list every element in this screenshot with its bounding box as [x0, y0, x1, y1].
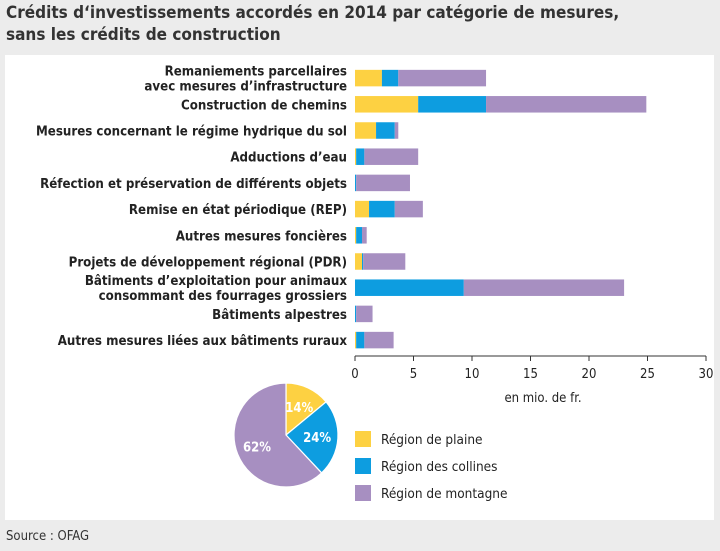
- bar-4-series-1: [355, 148, 357, 165]
- bar-2-series-3: [486, 96, 647, 113]
- bar-6-series-1: [355, 200, 370, 218]
- x-tick-label-3: 10: [465, 367, 480, 382]
- pie-slice-label-3: 62%: [243, 440, 271, 455]
- pie-slice-2: [285, 401, 339, 474]
- legend-label-1: Région de plaine: [381, 432, 483, 448]
- category-label-9-line-2: consommant des fourrages grossiers: [99, 289, 347, 304]
- x-tick-label-1: 0: [351, 367, 358, 382]
- bar-2-series-1: [355, 96, 419, 113]
- x-tick-label-5: 20: [582, 367, 597, 382]
- bar-11-series-1: [355, 331, 357, 349]
- bar-7-series-1: [355, 227, 357, 244]
- x-axis-label: en mio. de fr.: [504, 391, 581, 406]
- pie-chart: 14% 24% 62%: [233, 382, 339, 488]
- bar-11-series-3: [364, 331, 394, 349]
- bar-6-series-2: [369, 200, 395, 218]
- bar-9-series-2: [355, 279, 464, 296]
- bar-2-series-2: [418, 96, 487, 113]
- category-label-1-line-2: avec mesures d’infrastructure: [144, 80, 347, 95]
- bar-group: [355, 69, 647, 349]
- bar-1-series-1: [355, 69, 382, 87]
- chart-title: Crédits d‘investissements accordés en 20…: [6, 2, 706, 46]
- chart-title-line-1: Crédits d‘investissements accordés en 20…: [6, 3, 620, 23]
- category-label-10: Bâtiments alpestres: [212, 307, 347, 323]
- category-label-7: Autres mesures foncières: [176, 228, 347, 244]
- bar-8-series-2: [362, 253, 364, 270]
- x-axis: 0 5 10 15 20 25 30 en mio. de fr.: [351, 355, 714, 406]
- bar-3-series-2: [376, 122, 395, 139]
- x-tick-label-6: 25: [640, 367, 655, 382]
- bar-4-series-2: [356, 148, 365, 165]
- bar-8-series-1: [355, 253, 363, 270]
- source-note: Source : OFAG: [6, 529, 90, 544]
- bar-3-series-3: [394, 122, 399, 139]
- chart-panel: Remaniements parcellaires avec mesures d’…: [5, 55, 714, 520]
- bar-4-series-3: [364, 148, 419, 165]
- category-label-11: Autres mesures liées aux bâtiments rurau…: [58, 333, 348, 349]
- legend-label-3: Région de montagne: [381, 486, 507, 502]
- category-label-5: Réfection et préservation de différents …: [40, 176, 347, 192]
- x-tick-label-2: 5: [410, 367, 417, 382]
- pie-slice-label-2: 24%: [303, 431, 331, 446]
- legend-label-2: Région des collines: [381, 459, 497, 475]
- bar-1-series-2: [381, 69, 399, 87]
- bar-10-series-3: [356, 305, 373, 323]
- pie-slice-label-1: 14%: [285, 401, 313, 416]
- legend-swatch-1: [355, 431, 371, 447]
- bar-10-series-2: [355, 305, 357, 323]
- category-label-9-line-1: Bâtiments d’exploitation pour animaux: [85, 273, 348, 289]
- category-label-1-line-1: Remaniements parcellaires: [165, 65, 347, 80]
- bar-3-series-1: [355, 122, 377, 139]
- bar-7-series-2: [356, 227, 363, 244]
- x-tick-label-7: 30: [699, 367, 714, 382]
- bar-6-series-3: [394, 200, 423, 218]
- bar-5-series-2: [355, 174, 357, 192]
- legend-swatch-3: [355, 485, 371, 501]
- category-label-2: Construction de chemins: [181, 98, 347, 113]
- bar-1-series-3: [398, 69, 487, 87]
- legend: Région de plaine Région des collines Régio…: [355, 431, 507, 502]
- pie-slice-3: [233, 382, 323, 488]
- category-label-3: Mesures concernant le régime hydrique du…: [36, 124, 347, 140]
- bar-9-series-3: [463, 279, 625, 296]
- x-tick-label-4: 15: [523, 367, 538, 382]
- legend-swatch-2: [355, 458, 371, 474]
- bar-5-series-3: [356, 174, 410, 192]
- bar-8-series-3: [363, 253, 406, 270]
- category-label-8: Projets de développement régional (PDR): [69, 255, 347, 271]
- category-label-4: Adductions d’eau: [230, 151, 347, 166]
- chart-title-line-2: sans les crédits de construction: [6, 25, 281, 45]
- bar-7-series-3: [362, 227, 367, 244]
- category-label-6: Remise en état périodique (REP): [129, 202, 347, 218]
- bar-11-series-2: [356, 331, 365, 349]
